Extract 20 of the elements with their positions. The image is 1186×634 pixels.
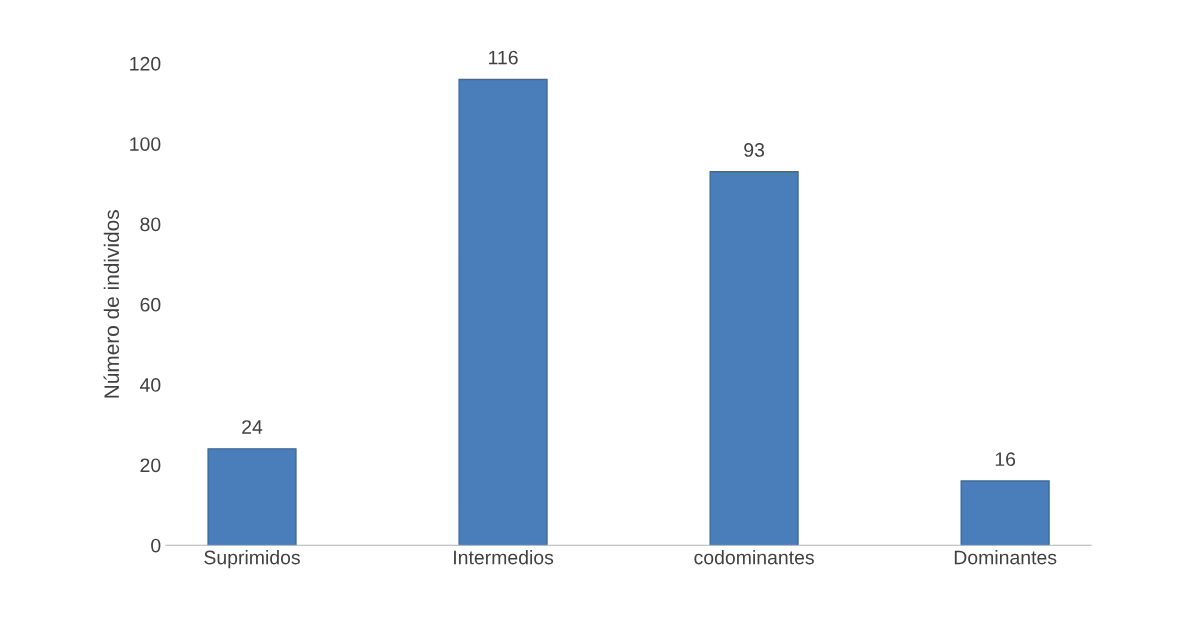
x-tick-label: Suprimidos xyxy=(204,550,300,569)
y-tick-label: 20 xyxy=(140,458,161,473)
data-label: 16 xyxy=(995,452,1016,467)
y-tick-label: 60 xyxy=(140,297,161,312)
x-tick-label: Dominantes xyxy=(954,550,1057,565)
y-tick-label: 120 xyxy=(130,56,161,71)
y-tick-label: 0 xyxy=(151,538,161,553)
bar xyxy=(709,171,799,546)
x-tick-label: Intermedios xyxy=(454,550,554,565)
y-tick-label: 40 xyxy=(140,378,161,392)
y-tick-label: 100 xyxy=(130,137,161,151)
y-axis-title: Número de individos xyxy=(103,210,120,398)
data-label: 24 xyxy=(242,420,263,434)
x-tick-label: codominantes xyxy=(694,550,814,565)
data-label: 93 xyxy=(744,143,765,157)
data-label: 116 xyxy=(489,50,518,65)
bar xyxy=(207,448,297,546)
bar xyxy=(458,78,548,546)
bar xyxy=(960,480,1050,546)
y-tick-label: 80 xyxy=(140,217,161,232)
